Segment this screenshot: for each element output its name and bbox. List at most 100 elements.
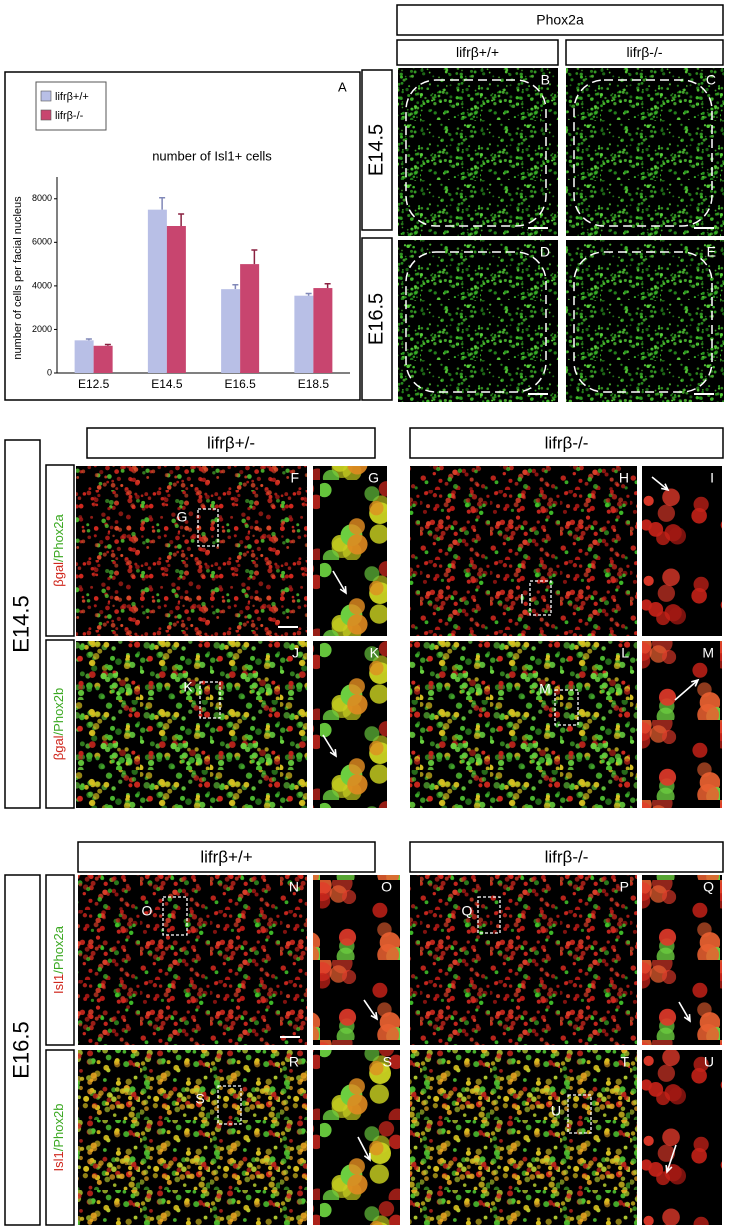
arrow — [363, 999, 379, 1021]
panel-letter: P — [620, 879, 629, 895]
chart-frame — [4, 71, 361, 401]
nucleus-outline — [405, 79, 547, 227]
micrograph — [642, 875, 722, 1045]
panel-letter: M — [702, 645, 714, 661]
micrograph — [76, 641, 307, 808]
micrograph — [642, 641, 722, 808]
header-frame — [409, 841, 724, 873]
panel-letter: J — [292, 645, 299, 661]
zoom-box-label: O — [142, 903, 153, 919]
micrograph — [410, 466, 637, 636]
stain-label: Isl1/Phox2a — [51, 925, 66, 994]
header-label: lifrβ+/+ — [456, 44, 499, 60]
header-frame — [396, 39, 559, 66]
label-frame — [361, 237, 393, 401]
panel-letter: K — [370, 645, 380, 661]
bar — [93, 345, 113, 373]
label-frame — [45, 874, 75, 1046]
bar — [74, 340, 94, 373]
micrograph — [78, 1050, 307, 1225]
header-frame — [86, 427, 376, 459]
zoom-box-label: I — [520, 591, 524, 607]
zoom-box — [567, 1094, 592, 1134]
panel-letter: I — [710, 470, 714, 486]
panel-letter: L — [621, 645, 629, 661]
zoom-box — [529, 580, 552, 616]
stage-label: E16.5 — [365, 293, 387, 345]
zoom-box-label: S — [195, 1091, 204, 1107]
panel-letter: U — [704, 1054, 714, 1070]
zoom-box — [477, 896, 501, 934]
x-tick-label: E18.5 — [298, 377, 330, 391]
x-tick-label: E12.5 — [78, 377, 110, 391]
stain-partner: /Phox2b — [51, 688, 66, 736]
header-label: lifrβ+/+ — [200, 847, 252, 866]
arrow — [322, 734, 337, 758]
nucleus-outline — [405, 251, 547, 393]
bar — [294, 295, 314, 373]
panel-letter: B — [541, 72, 550, 88]
error-bar — [324, 282, 331, 289]
zoom-box-label: G — [177, 509, 188, 525]
micrograph — [313, 1050, 400, 1225]
micrograph — [410, 641, 637, 808]
micrograph — [398, 240, 558, 402]
stain-label: βgal/Phox2a — [51, 513, 66, 586]
micrograph — [78, 875, 307, 1045]
panel-letter: F — [290, 470, 299, 486]
label-frame — [361, 69, 393, 231]
header-label: lifrβ-/- — [545, 433, 589, 452]
panel-letter: E — [707, 244, 716, 260]
stain-marker: βgal — [51, 735, 66, 760]
error-bar — [305, 292, 312, 296]
panel-letter: T — [620, 1054, 629, 1070]
header-frame — [409, 427, 724, 459]
error-bar — [104, 343, 111, 346]
zoom-box — [197, 508, 219, 547]
header-frame — [77, 841, 376, 873]
arrow — [651, 476, 670, 492]
y-axis-label: number of cells per facial nucleus — [12, 196, 24, 360]
chart-title: number of Isl1+ cells — [152, 148, 272, 163]
arrow — [357, 1136, 371, 1162]
header-frame — [396, 4, 724, 36]
legend-label: lifrβ+/+ — [55, 91, 89, 103]
error-bar — [159, 196, 166, 210]
zoom-box — [162, 896, 188, 936]
stain-marker: Isl1 — [51, 974, 66, 994]
header-label: lifrβ+/- — [207, 433, 255, 452]
panel-letter: O — [381, 879, 392, 895]
stain-partner: /Phox2a — [51, 513, 66, 561]
panel-label: A — [338, 79, 347, 94]
label-frame — [45, 464, 75, 637]
stain-partner: /Phox2a — [51, 925, 66, 973]
micrograph — [566, 240, 724, 402]
label-frame — [4, 439, 41, 809]
label-frame — [45, 639, 75, 809]
stage-label: E14.5 — [8, 595, 33, 653]
panel-letter: H — [619, 470, 629, 486]
header-label: lifrβ-/- — [545, 847, 589, 866]
panel-letter: Q — [703, 879, 714, 895]
legend-swatch — [40, 90, 52, 102]
panel-letter: C — [706, 72, 716, 88]
y-tick-label: 0 — [47, 367, 52, 377]
stage-label: E14.5 — [365, 124, 387, 176]
micrograph — [313, 466, 387, 636]
y-tick-label: 4000 — [32, 280, 52, 290]
arrow — [678, 1001, 691, 1023]
bar — [240, 264, 260, 373]
bar — [166, 226, 186, 373]
error-bar — [178, 213, 185, 226]
micrograph — [642, 466, 722, 636]
zoom-box-label: U — [551, 1103, 561, 1119]
nucleus-outline — [573, 79, 713, 227]
panel-letter: N — [289, 879, 299, 895]
bar — [313, 288, 333, 373]
stain-partner: /Phox2b — [51, 1104, 66, 1152]
micrograph — [642, 1050, 722, 1225]
header-label: lifrβ-/- — [626, 44, 662, 60]
panel-letter: R — [289, 1054, 299, 1070]
micrograph — [76, 466, 307, 636]
